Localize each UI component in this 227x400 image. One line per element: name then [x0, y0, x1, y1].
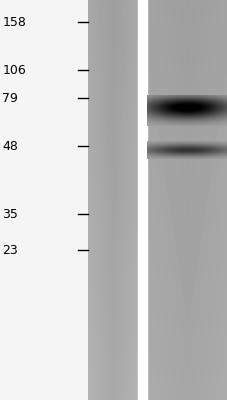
Text: 35: 35: [2, 208, 18, 220]
Text: 23: 23: [2, 244, 18, 256]
Text: 158: 158: [2, 16, 26, 28]
Text: 48: 48: [2, 140, 18, 152]
Bar: [0, 0, 87, 400]
Text: 79: 79: [2, 92, 18, 104]
Text: 106: 106: [2, 64, 26, 76]
Bar: [137, 0, 146, 400]
